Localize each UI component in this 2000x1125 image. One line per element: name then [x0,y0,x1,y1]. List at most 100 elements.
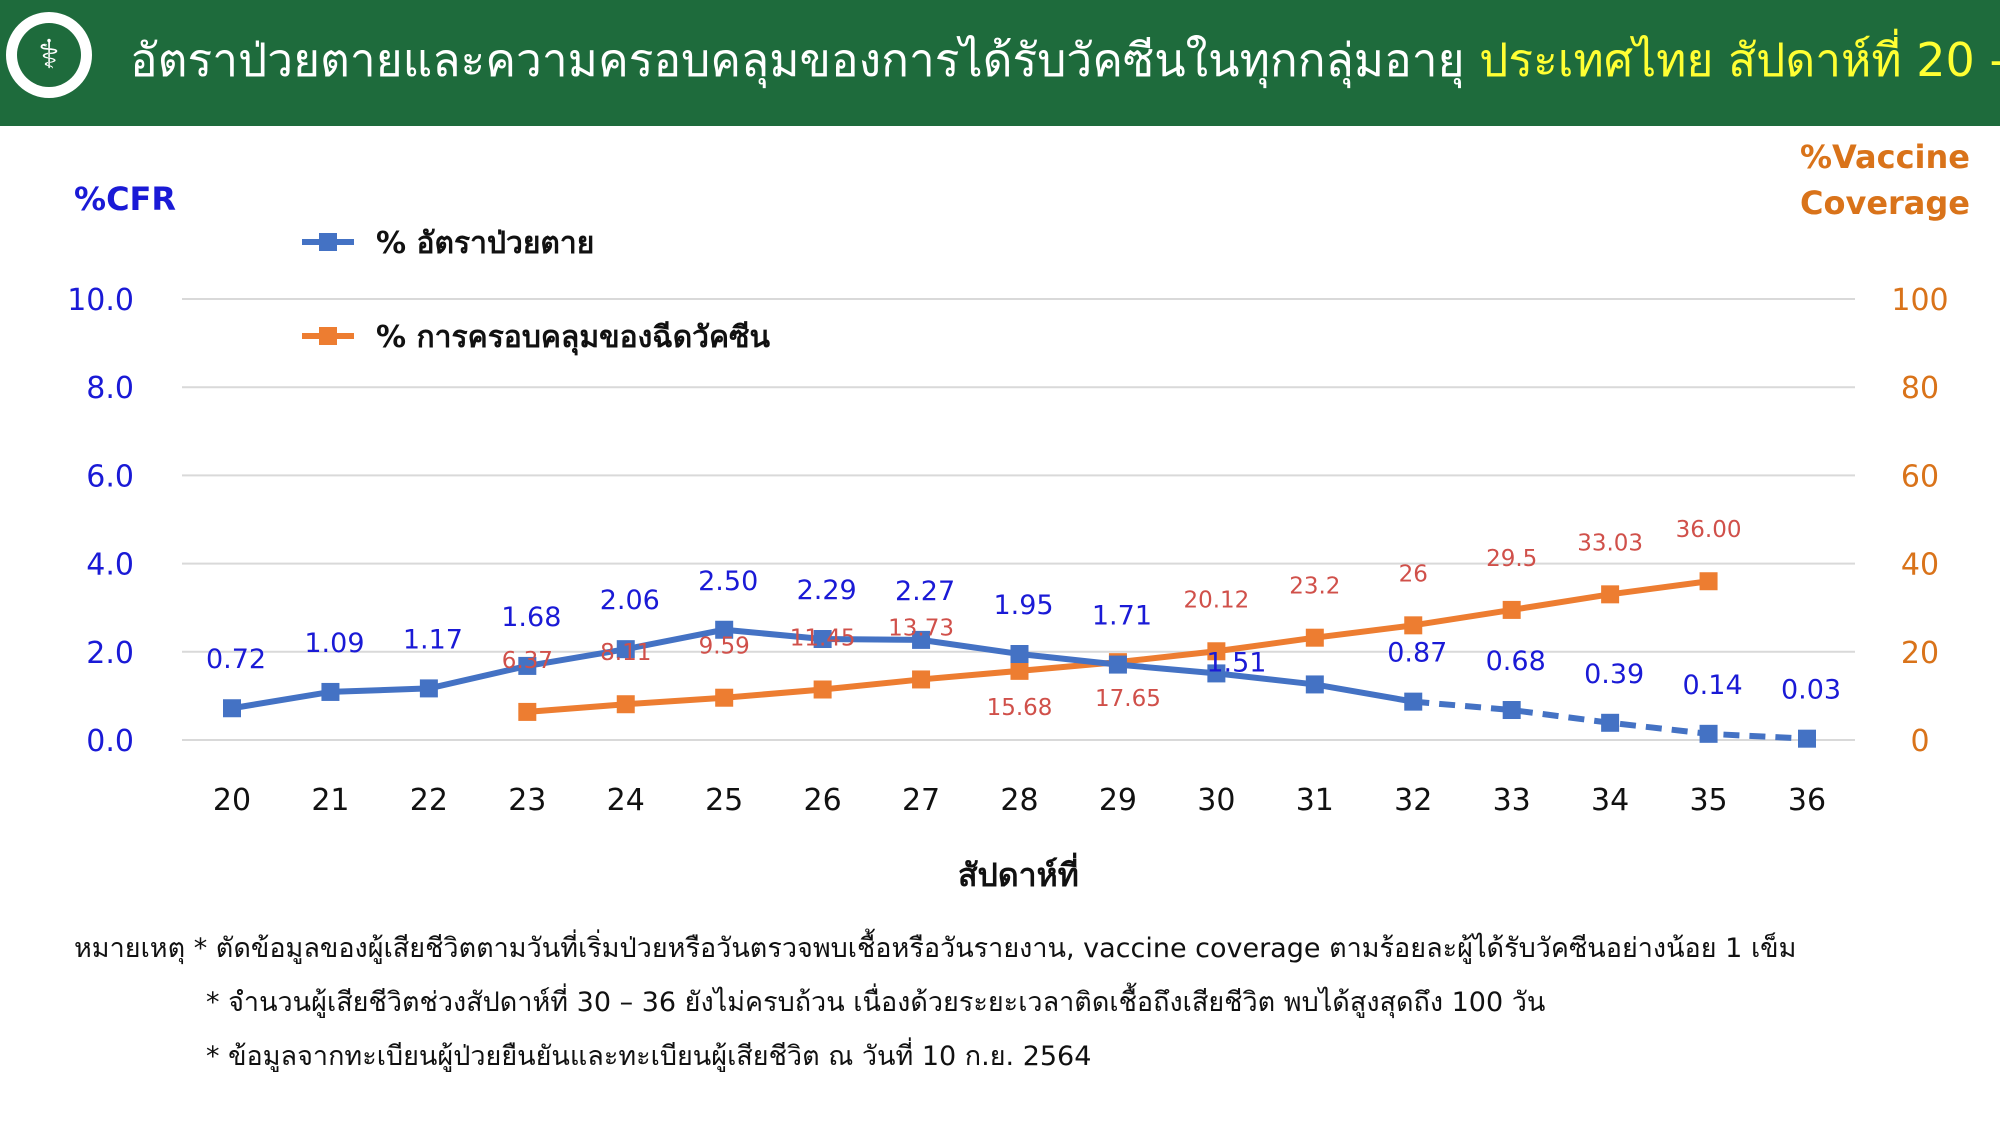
cfr-point [616,640,635,659]
left-axis-tick-label: 10.0 [67,283,134,318]
cfr-point [1108,655,1127,674]
title-main: อัตราป่วยตายและความครอบคลุมของการได้รับว… [130,33,1465,87]
x-axis-tick-label: 30 [1197,783,1235,818]
x-axis-tick-label: 24 [607,783,645,818]
vaccine-coverage-data-label: 23.2 [1289,574,1340,600]
cfr-data-label: 1.17 [403,624,463,655]
left-axis-tick-label: 4.0 [86,548,134,583]
x-axis-tick-label: 36 [1788,783,1826,818]
vaccine-coverage-data-label: 29.5 [1486,546,1537,572]
cfr-point [1404,692,1423,711]
cfr-point [419,679,438,698]
legend-vaccine-marker [319,327,337,345]
cfr-data-label: 0.72 [206,644,266,675]
cfr-point [813,630,832,649]
vaccine-coverage-point [1601,585,1620,604]
footnote-2: * จำนวนผู้เสียชีวิตช่วงสัปดาห์ที่ 30 – 3… [206,987,1546,1018]
vaccine-coverage-point [1207,642,1226,661]
left-axis-tick-label: 8.0 [86,371,134,406]
vaccine-coverage-point [1305,628,1324,647]
legend-cfr-marker [319,233,337,251]
cfr-point [223,699,241,718]
cfr-data-label: 1.09 [304,628,364,659]
cfr-point [1502,701,1521,720]
cfr-point [715,620,734,639]
vaccine-coverage-data-label: 20.12 [1183,587,1249,613]
cfr-point [1010,645,1029,664]
x-axis-tick-label: 29 [1099,783,1137,818]
cfr-data-label: 1.51 [1206,647,1266,678]
vaccine-coverage-point [1699,572,1718,591]
vaccine-coverage-data-label: 8.11 [600,640,651,666]
vaccine-coverage-data-label: 26 [1399,561,1428,587]
x-axis-tick-label: 21 [311,783,349,818]
cfr-data-label: 2.27 [895,576,955,607]
cfr-data-label: 1.71 [1092,601,1152,632]
right-axis-tick-label: 80 [1901,371,1939,406]
vaccine-coverage-point [715,688,734,707]
vaccine-coverage-point [1404,616,1423,635]
cfr-point [912,630,931,649]
vaccine-coverage-data-label: 13.73 [888,615,954,641]
vaccine-coverage-point [813,680,832,699]
vaccine-coverage-data-label: 33.03 [1577,530,1643,556]
cfr-data-label: 2.06 [600,585,660,616]
legend-cfr-label: % อัตราป่วยตาย [376,226,594,261]
vaccine-coverage-point [1502,600,1521,619]
cfr-point [1601,713,1620,732]
cfr-data-label: 1.68 [501,602,561,633]
vaccine-coverage-data-label: 36.00 [1676,517,1742,543]
x-axis-tick-label: 34 [1591,783,1629,818]
left-axis-tick-label: 0.0 [86,724,134,759]
caduceus-icon: ⚕ [17,23,81,87]
cfr-point [1207,664,1226,683]
x-axis-tick-label: 25 [705,783,743,818]
vaccine-coverage-point [1010,661,1029,680]
left-axis-title: %CFR [74,180,177,218]
cfr-line-dashed [1412,698,1808,742]
right-axis-tick-label: 100 [1891,283,1948,318]
cfr-data-label: 2.50 [698,566,758,597]
cfr-point [1798,729,1816,748]
right-axis-title: %Vaccine Coverage [1800,134,1970,226]
vaccine-coverage-data-label: 15.68 [987,695,1053,721]
cfr-vaccine-chart: 0.0 2.0 4.0 6.0 8.0 10.0 0 20 40 60 80 100 20 21 22 23 2… [67,226,1948,818]
x-axis-tick-label: 35 [1689,783,1727,818]
vaccine-coverage-data-label: 11.45 [790,626,856,652]
cfr-data-label: 0.87 [1387,638,1447,669]
x-axis-tick-label: 31 [1296,783,1334,818]
cfr-data-label: 0.39 [1584,659,1644,690]
right-axis-tick-label: 40 [1901,548,1939,583]
cfr-point [1305,675,1324,694]
x-axis-tick-label: 32 [1394,783,1432,818]
header-bar: ⚕ อัตราป่วยตายและความครอบคลุมของการได้รั… [0,0,2000,126]
legend-vaccine-label: % การครอบคลุมของฉีดวัคซีน [376,320,770,356]
x-axis-tick-label: 27 [902,783,940,818]
right-axis-tick-label: 20 [1901,636,1939,671]
x-axis-title: สัปดาห์ที่ [958,856,1079,894]
right-axis-tick-label: 60 [1901,459,1939,494]
cfr-data-label: 0.68 [1486,646,1546,677]
cfr-data-label: 1.95 [993,590,1053,621]
vaccine-coverage-point [616,695,635,714]
footnote-1: หมายเหตุ * ตัดข้อมูลของผู้เสียชีวิตตามวั… [74,933,1797,964]
cfr-point [321,682,340,701]
footnote-3: * ข้อมูลจากทะเบียนผู้ป่วยยืนยันและทะเบีย… [206,1041,1092,1072]
cfr-point [518,656,537,675]
cfr-point [1699,724,1718,743]
x-axis-tick-label: 26 [804,783,842,818]
x-axis-tick-label: 23 [508,783,546,818]
left-axis-tick-label: 6.0 [86,459,134,494]
left-axis-tick-label: 2.0 [86,636,134,671]
x-axis-tick-label: 22 [410,783,448,818]
page-title: อัตราป่วยตายและความครอบคลุมของการได้รับว… [130,24,2000,96]
x-axis-tick-label: 33 [1493,783,1531,818]
title-highlight: ประเทศไทย สัปดาห์ที่ 20 - 36 [1479,33,2000,87]
ministry-seal-logo: ⚕ [6,12,92,98]
x-axis-tick-label: 28 [1000,783,1038,818]
x-axis-tick-label: 20 [213,783,251,818]
cfr-data-label: 0.03 [1781,675,1841,706]
right-axis-tick-label: 0 [1910,724,1929,759]
vaccine-coverage-data-label: 9.59 [699,634,750,660]
cfr-data-label: 2.29 [797,575,857,606]
